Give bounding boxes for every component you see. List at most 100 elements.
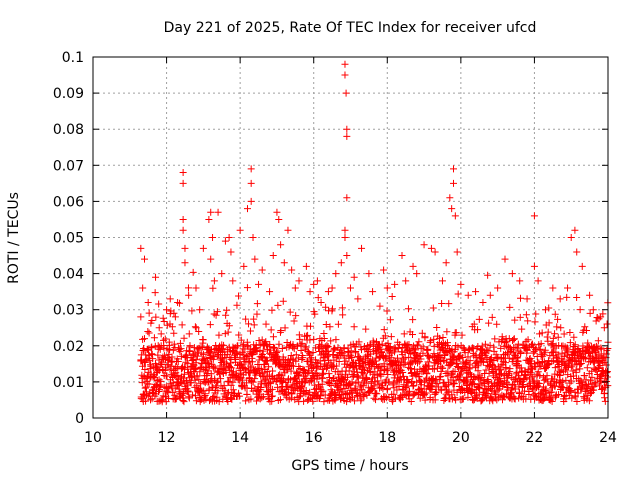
data-point: [524, 336, 532, 344]
data-point: [179, 215, 187, 223]
data-point: [268, 385, 276, 393]
data-point: [419, 343, 427, 351]
data-point: [370, 382, 378, 390]
data-point: [384, 384, 392, 392]
data-point: [287, 352, 295, 360]
data-point: [451, 368, 459, 376]
data-point: [514, 340, 522, 348]
data-point: [171, 395, 179, 403]
data-point: [139, 335, 147, 343]
x-tick-label: 22: [526, 430, 544, 446]
y-tick-label: 0.05: [53, 231, 84, 247]
data-point: [567, 377, 575, 385]
data-point: [530, 360, 538, 368]
data-point: [568, 361, 576, 369]
data-point: [347, 347, 355, 355]
data-point: [167, 307, 175, 315]
data-point: [390, 390, 398, 398]
x-tick-label: 20: [452, 430, 470, 446]
data-point: [306, 288, 314, 296]
data-point: [142, 355, 150, 363]
data-point: [253, 300, 261, 308]
data-point: [145, 380, 153, 388]
data-point: [343, 373, 351, 381]
data-point: [358, 346, 365, 354]
data-point: [309, 349, 317, 357]
data-point: [586, 291, 594, 299]
data-point: [488, 395, 496, 403]
data-point: [363, 351, 371, 359]
data-point: [314, 294, 322, 302]
data-point: [330, 344, 338, 352]
data-point: [513, 344, 521, 352]
data-point: [494, 386, 502, 394]
data-point: [581, 323, 589, 331]
data-point: [333, 362, 341, 370]
data-point: [577, 360, 585, 368]
data-point: [269, 392, 277, 400]
data-point: [324, 288, 332, 296]
data-point: [332, 336, 340, 344]
data-point: [263, 368, 271, 376]
data-point: [557, 324, 565, 332]
data-point: [555, 391, 563, 399]
y-tick-label: 0.06: [53, 194, 84, 210]
data-point: [469, 344, 477, 352]
data-point: [225, 234, 233, 241]
data-point: [192, 356, 200, 364]
data-point: [531, 318, 539, 326]
data-point: [343, 252, 351, 260]
data-point: [164, 356, 172, 364]
data-point: [372, 346, 380, 354]
data-point: [207, 346, 215, 354]
data-point: [284, 388, 292, 396]
data-point: [398, 357, 406, 365]
data-point: [597, 344, 605, 352]
data-point: [561, 360, 569, 368]
data-point: [511, 316, 519, 324]
data-point: [197, 386, 205, 394]
data-point: [430, 335, 438, 343]
data-point: [426, 354, 434, 362]
data-point: [224, 328, 232, 336]
data-point: [483, 346, 491, 354]
data-point: [235, 331, 243, 339]
y-tick-label: 0: [75, 411, 84, 427]
data-point: [474, 326, 482, 334]
data-point: [484, 271, 492, 279]
data-point: [137, 244, 145, 252]
data-point: [180, 334, 188, 342]
data-point: [470, 372, 478, 380]
data-point: [600, 324, 608, 332]
data-point: [222, 311, 230, 319]
data-point: [417, 355, 425, 363]
data-point: [430, 365, 438, 373]
data-point: [184, 284, 192, 292]
data-point: [207, 395, 215, 403]
data-point: [152, 313, 160, 321]
data-point: [373, 345, 381, 353]
data-point: [185, 347, 193, 355]
data-point: [180, 398, 188, 406]
data-point: [444, 342, 452, 350]
data-point: [394, 344, 402, 352]
data-point: [365, 270, 373, 278]
data-point: [168, 323, 176, 331]
data-point: [591, 379, 599, 387]
data-point: [191, 365, 199, 373]
data-point: [601, 358, 609, 366]
data-point: [429, 304, 437, 312]
data-point: [421, 391, 429, 399]
data-point: [473, 394, 481, 402]
data-point: [524, 317, 532, 325]
data-point: [176, 299, 184, 307]
data-point: [398, 252, 406, 260]
data-point: [485, 369, 493, 377]
data-point: [402, 382, 410, 390]
data-point: [255, 280, 263, 288]
data-point: [224, 397, 232, 405]
data-point: [275, 340, 283, 348]
data-point: [324, 343, 332, 351]
data-point: [170, 340, 178, 348]
data-point: [580, 372, 588, 379]
